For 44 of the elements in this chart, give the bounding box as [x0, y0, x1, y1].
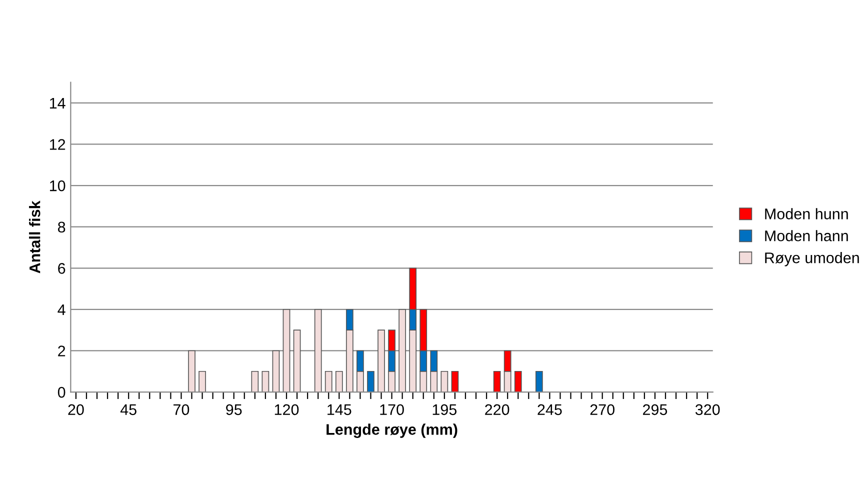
x-tick-label: 170 [380, 404, 404, 416]
bar [493, 370, 501, 392]
y-tick-label: 8 [58, 222, 66, 233]
legend-label: Moden hunn [765, 208, 848, 220]
x-tick-label: 95 [226, 404, 242, 416]
y-tick-label: 12 [50, 139, 66, 150]
y-tick-label: 6 [58, 263, 66, 274]
y-tick-label: 14 [50, 98, 66, 108]
x-tick-label: 70 [174, 404, 190, 416]
x-tick-label: 195 [432, 404, 457, 416]
x-tick-label: 270 [590, 404, 614, 416]
bar [398, 309, 406, 392]
bar [293, 330, 301, 392]
y-tick-label: 10 [50, 180, 66, 192]
bar [324, 370, 332, 392]
bar [314, 309, 322, 392]
x-axis-title: Lengde røye (mm) [326, 424, 458, 438]
x-tick-label: 295 [642, 404, 668, 416]
x-tick-label: 320 [695, 404, 720, 416]
bar [188, 350, 196, 392]
x-tick-label: 20 [68, 404, 84, 416]
legend-label: Røye umoden [765, 252, 859, 266]
bar [282, 309, 290, 392]
y-tick-label: 2 [58, 346, 66, 356]
bar [535, 370, 543, 392]
bar [335, 370, 343, 392]
bar [514, 370, 522, 392]
x-tick-label: 45 [120, 404, 136, 416]
legend-label: Moden hann [765, 230, 848, 242]
bar [440, 370, 448, 392]
bar [262, 370, 270, 392]
bar [451, 370, 459, 392]
bar [272, 350, 280, 392]
bar [367, 370, 374, 392]
y-axis-title: Antall fisk [29, 200, 40, 274]
bar [378, 330, 385, 392]
x-tick-label: 120 [274, 404, 299, 416]
x-tick-label: 220 [485, 404, 510, 416]
x-tick-label: 145 [328, 404, 352, 416]
y-tick-label: 4 [58, 304, 66, 315]
x-tick-label: 245 [538, 404, 562, 416]
y-tick-label: 0 [58, 386, 66, 398]
bar [251, 370, 259, 392]
bar [198, 370, 206, 392]
